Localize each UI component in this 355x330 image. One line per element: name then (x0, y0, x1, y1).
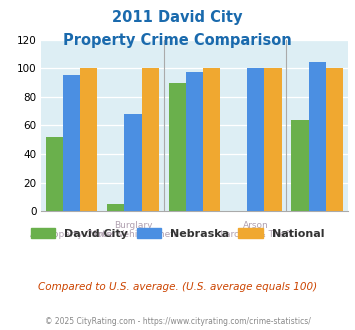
Bar (169, 82, 186, 211)
Bar (46, 137, 63, 211)
Bar (186, 73, 203, 211)
Text: Larceny & Theft: Larceny & Theft (220, 230, 292, 239)
Text: Compared to U.S. average. (U.S. average equals 100): Compared to U.S. average. (U.S. average … (38, 282, 317, 292)
Text: Burglary: Burglary (114, 221, 152, 230)
Bar (308, 62, 326, 211)
Text: All Property Crime: All Property Crime (30, 230, 113, 239)
Bar (203, 68, 220, 211)
Legend: David City, Nebraska, National: David City, Nebraska, National (26, 224, 329, 244)
Text: Motor Vehicle Theft: Motor Vehicle Theft (89, 230, 177, 239)
Bar (291, 120, 308, 211)
Bar (124, 114, 142, 211)
Text: 2011 David City: 2011 David City (112, 10, 243, 25)
Bar (107, 204, 124, 211)
Text: Property Crime Comparison: Property Crime Comparison (63, 33, 292, 48)
Bar (326, 68, 343, 211)
Bar (142, 68, 159, 211)
Text: © 2025 CityRating.com - https://www.cityrating.com/crime-statistics/: © 2025 CityRating.com - https://www.city… (45, 317, 310, 326)
Bar (80, 68, 97, 211)
Bar (264, 68, 282, 211)
Bar (63, 75, 80, 211)
Text: Arson: Arson (243, 221, 269, 230)
Bar (247, 68, 264, 211)
